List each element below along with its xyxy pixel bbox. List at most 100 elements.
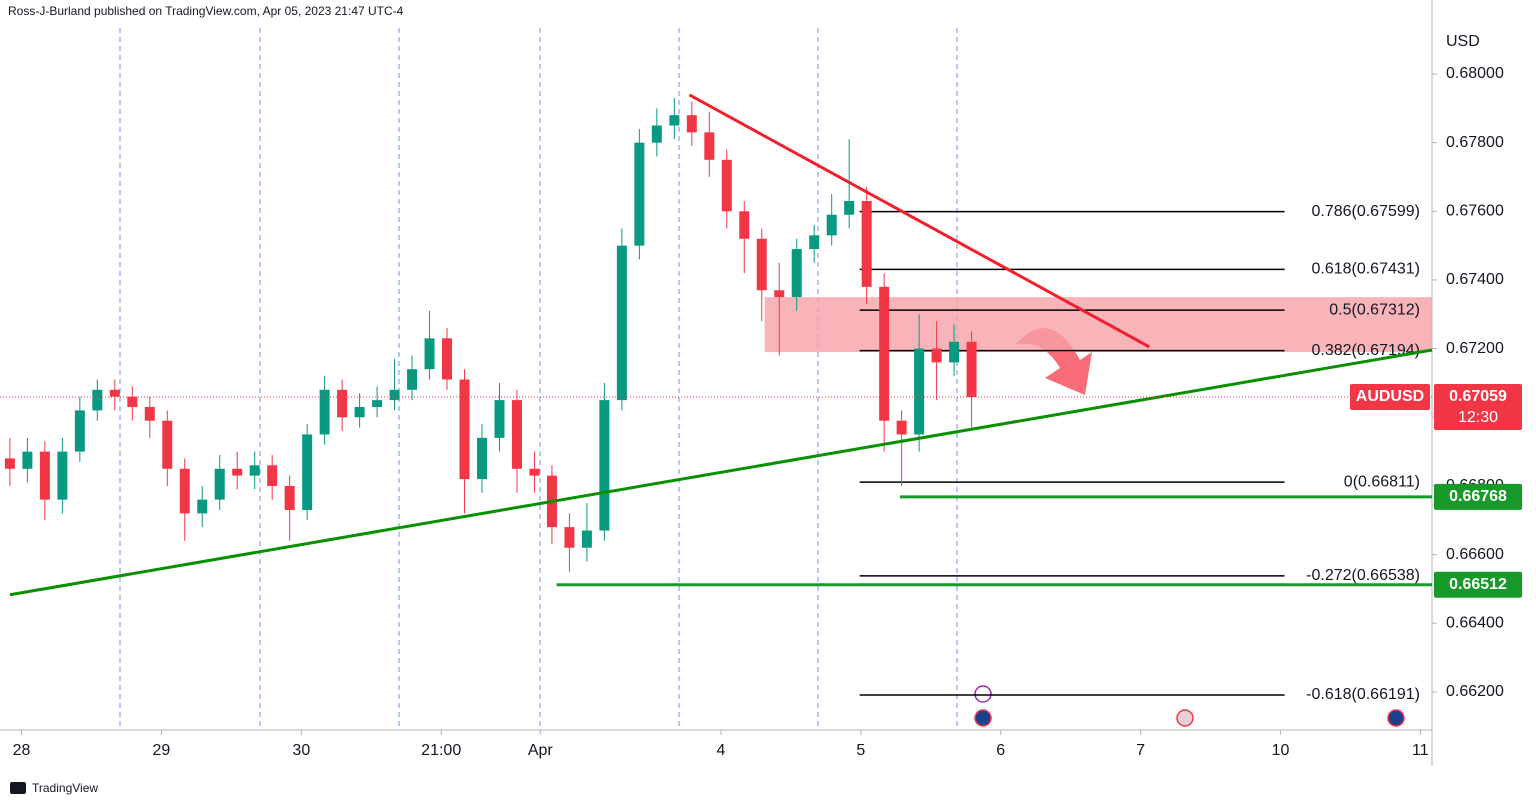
fib-label: -0.272(0.66538) [1306,567,1420,584]
candle-body [791,249,802,298]
header: Ross-J-Burland published on TradingView.… [8,4,404,18]
fib-label: 0.382(0.67194) [1311,342,1420,359]
support-label: 0.66768 [1449,488,1507,505]
candle-body [109,389,120,397]
event-icon [1387,709,1405,727]
support-box [1434,483,1522,510]
symbol-box [1350,384,1430,411]
candle-body [162,420,173,469]
candle-body [669,115,680,126]
y-tick-label: 0.68000 [1446,65,1504,82]
y-tick-label: 0.67400 [1446,271,1504,288]
session-lines [119,28,958,730]
candle-body [809,235,820,250]
candle-body [179,468,190,514]
candle-body [966,341,977,398]
candle-body [354,406,365,418]
x-tick-label: 11 [1412,742,1429,759]
resistance-zone [764,297,1432,353]
trend-line [9,348,1433,597]
candle-body [372,400,383,407]
candle-body [634,142,645,246]
candle-body [529,468,540,476]
x-tick-label: 30 [292,742,310,759]
candle-body [564,527,575,548]
candle-body [651,125,662,143]
candle-body [197,499,208,514]
candle-body [22,451,33,469]
fib-label: -0.618(0.66191) [1306,686,1420,703]
candle-body [686,115,697,133]
candle-body [861,201,872,287]
price-label: 0.67059 [1449,388,1507,405]
y-tick-label: 0.66400 [1446,614,1504,631]
candle-body [302,434,313,510]
candle-body [424,338,435,370]
fib-label: 0(0.66811) [1344,473,1420,490]
candle-body [879,286,890,421]
event-icon [974,685,992,703]
candle-body [616,245,627,401]
candle-body [389,389,400,401]
candle-body [756,238,767,291]
fib-label: 0.618(0.67431) [1311,261,1420,278]
candle-body [144,406,155,421]
x-tick-label: 21:00 [421,742,461,759]
candle-body [599,400,610,531]
candle-body [459,379,470,480]
trend-line [688,93,1151,349]
support-box [1434,571,1522,598]
candle-body [494,400,505,438]
y-tick-label: 0.66200 [1446,683,1504,700]
candle-body [284,485,295,510]
event-icons [974,685,1405,727]
footer: TradingView [32,781,98,795]
symbol-label: AUDUSD [1356,388,1424,405]
currency: USD [1446,33,1480,50]
candle-body [914,348,925,435]
candle-body [704,132,715,160]
event-icon [1176,709,1194,727]
y-tick-label: 0.67800 [1446,134,1504,151]
x-tick-label: 28 [13,742,31,759]
y-tick-label: 0.67600 [1446,203,1504,220]
candle-body [476,437,487,480]
countdown: 12:30 [1458,409,1498,426]
fib-label: 0.5(0.67312) [1329,301,1420,318]
candle-body [319,389,330,435]
x-tick-label: 4 [717,742,726,759]
x-tick-label: 6 [996,742,1005,759]
candle-body [721,159,732,212]
candle-body [337,389,348,418]
candle-body [442,338,453,380]
candle-body [511,400,522,469]
candle-body [949,341,960,363]
x-tick-label: 10 [1272,742,1290,759]
candle-body [127,396,138,407]
x-tick-label: 7 [1136,742,1145,759]
candle-body [844,201,855,215]
x-tick-label: Apr [528,742,554,759]
y-tick-label: 0.67200 [1446,340,1504,357]
candle-body [214,468,225,500]
candle-body [931,348,942,363]
candle-body [826,214,837,236]
candle-body [74,410,85,452]
support-label: 0.66512 [1449,576,1507,593]
x-tick-label: 29 [153,742,171,759]
fib-label: 0.786(0.67599) [1311,203,1420,220]
candle-body [232,468,243,476]
candle-body [39,451,50,500]
candle-body [774,290,785,298]
candle-body [407,369,418,390]
x-tick-label: 5 [856,742,865,759]
candle-body [581,530,592,548]
candle-body [739,211,750,239]
candle-body [4,458,15,469]
y-tick-label: 0.66600 [1446,546,1504,563]
price-box [1434,384,1522,431]
event-icon [974,709,992,727]
candle-body [267,465,278,486]
